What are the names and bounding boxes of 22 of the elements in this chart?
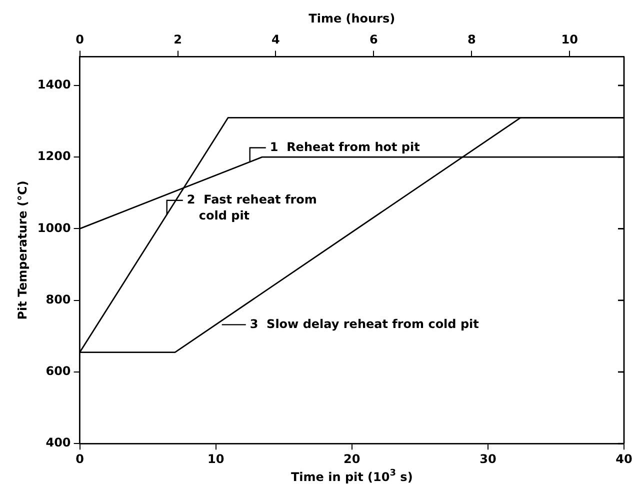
x-tick-label: 10 [207,452,224,466]
x-tick-label: 40 [616,452,632,466]
y-tick-label: 600 [46,364,71,378]
x-tick-label: 30 [480,452,496,466]
y-tick-label: 1200 [37,149,71,164]
x-tick-label: 0 [76,452,84,466]
annotation: 3 Slow delay reheat from cold pit [250,316,480,331]
y-tick-label: 800 [46,292,71,306]
x2-tick-label: 4 [272,32,280,47]
x2-axis-title: Time (hours) [308,11,396,26]
y-tick-label: 400 [46,436,71,450]
y-tick-label: 1000 [37,220,71,235]
x2-tick-label: 0 [76,32,84,47]
annotation: 2 Fast reheat from cold pit [186,192,317,223]
x-tick-label: 20 [344,452,360,466]
y-axis-title: Pit Temperature (°C) [15,180,30,320]
y-tick-label: 1400 [37,78,71,92]
x2-tick-label: 2 [174,32,182,47]
x2-tick-label: 8 [467,32,476,47]
x2-tick-label: 6 [370,32,378,47]
annotation: 1 Reheat from hot pit [270,140,420,154]
x2-tick-label: 10 [561,32,578,47]
